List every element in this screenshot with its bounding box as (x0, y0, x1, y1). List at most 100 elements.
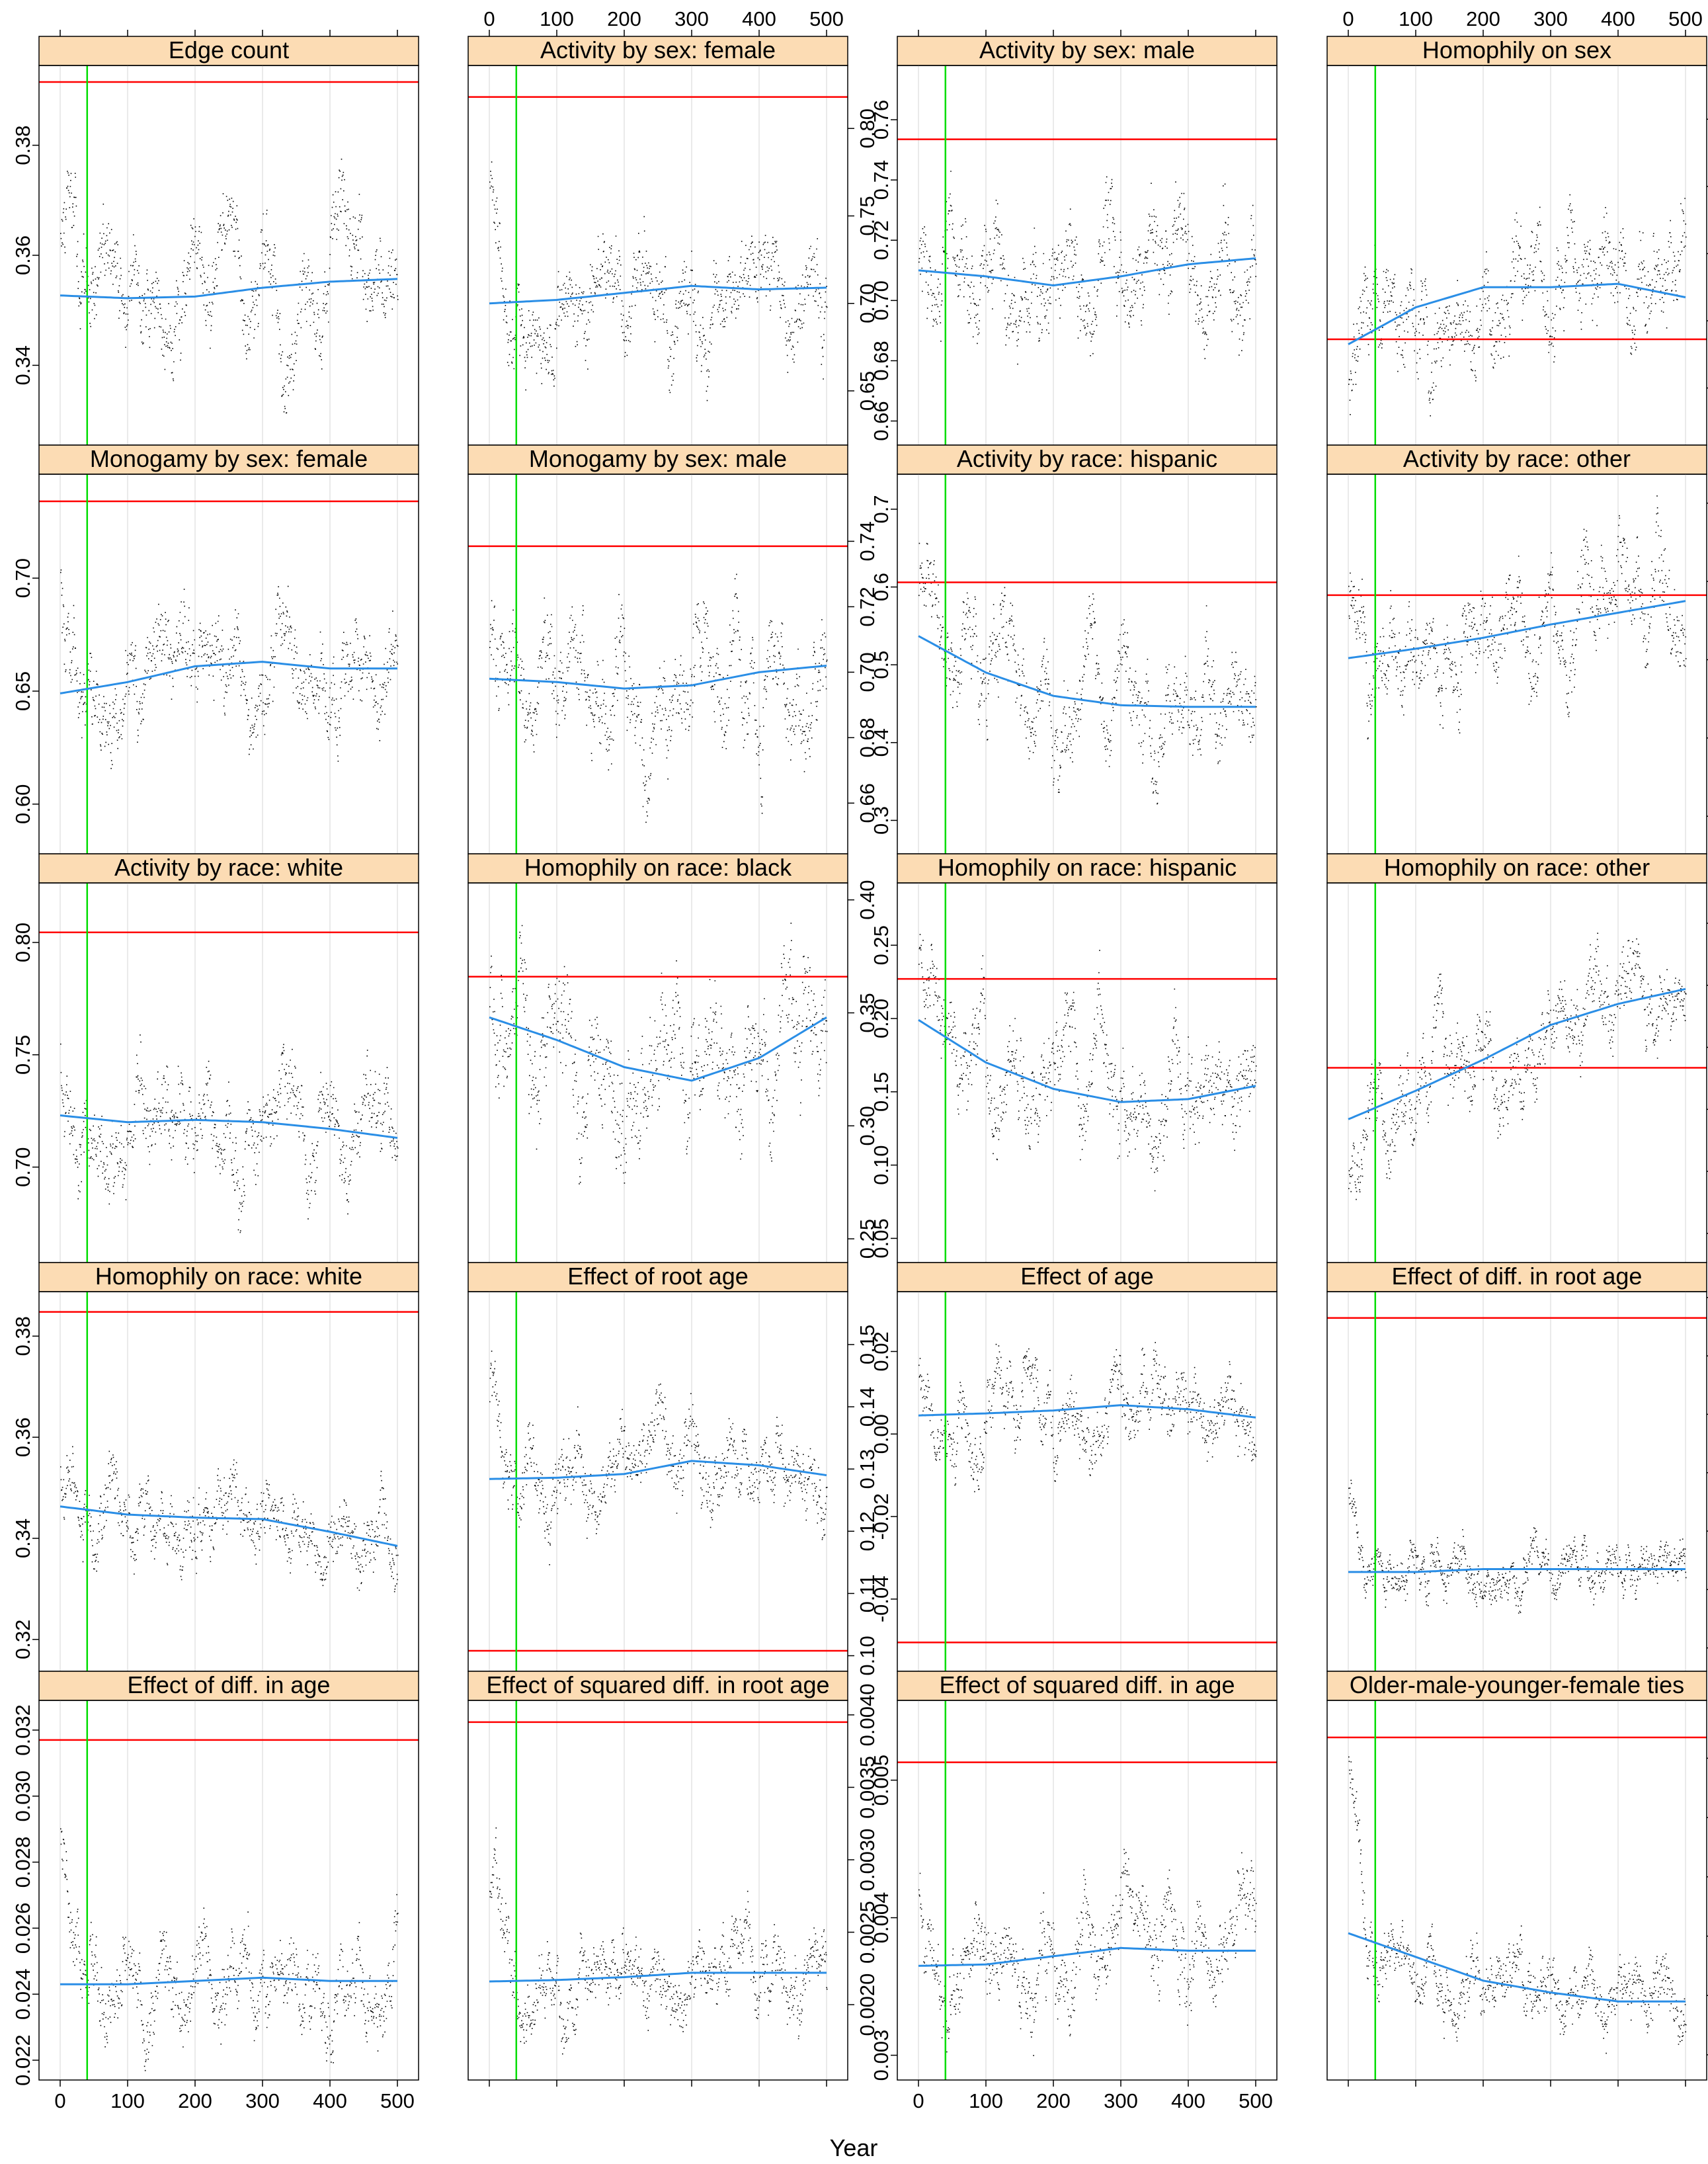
panel-frame (38, 1700, 419, 2081)
panel-8: Activity by race: other0.60.70.80.91.0 (1326, 444, 1708, 854)
y-tick-label: 0.66 (870, 401, 893, 440)
y-tick-label: 0.10 (856, 1636, 879, 1675)
panel-strip (38, 36, 419, 66)
panel-10: Homophily on race: black 0.25 0.30 0.35 0.40 (468, 853, 879, 1263)
panel-13: Homophily on race: white 0.32 0.34 0.36 0.38 (11, 1262, 419, 1672)
panel-frame (38, 882, 419, 1263)
y-tick-label: 0.7 (870, 495, 893, 523)
panel-frame (897, 1700, 1278, 2081)
x-tick-label: 500 (1239, 2089, 1273, 2112)
sample-points (1348, 933, 1687, 1200)
panel-frame (897, 882, 1278, 1263)
trace-points (468, 883, 848, 1263)
panel-strip (897, 36, 1278, 66)
sample-points (489, 161, 828, 401)
y-tick-label: 0.4 (870, 728, 893, 757)
y-tick-label: 0.05 (870, 1218, 893, 1258)
panel-frame (897, 474, 1278, 854)
y-tick-label: 0.36 (11, 235, 34, 275)
trace-points (39, 474, 419, 854)
y-tick-label: 0.66 (856, 783, 879, 823)
smooth-line (918, 635, 1256, 708)
sample-points (918, 171, 1257, 365)
sample-points (60, 158, 399, 414)
y-tick-label: 0.80 (856, 108, 879, 148)
y-tick-label: 0.32 (11, 1620, 34, 1659)
y-tick-label: -0.04 (870, 1575, 893, 1622)
y-tick-label: 0.70 (870, 280, 893, 320)
smooth-line (918, 1946, 1256, 1967)
panel-title: Homophily on race: black (524, 854, 792, 881)
y-tick-label: 0.004 (870, 1892, 893, 1944)
panel-title: Homophily on race: white (95, 1263, 362, 1290)
panel-title: Homophily on sex (1422, 36, 1611, 63)
panel-strip (468, 853, 848, 884)
y-tick-label: -0.02 (870, 1493, 893, 1540)
sample-points (1348, 1479, 1687, 1614)
y-tick-label: 0.35 (856, 993, 879, 1032)
smooth-line (1348, 1568, 1686, 1573)
x-tick-label: 200 (178, 2089, 212, 2112)
y-tick-label: 0.70 (856, 652, 879, 692)
smooth-line (60, 1505, 398, 1547)
panel-title: Monogamy by sex: male (529, 445, 787, 472)
panel-frame (897, 1291, 1278, 1672)
x-tick-label: 100 (110, 2089, 145, 2112)
panel-title: Activity by race: hispanic (957, 445, 1217, 472)
y-tick-label: 0.72 (856, 587, 879, 626)
x-tick-label: 0 (913, 2089, 924, 2112)
sample-points (60, 1446, 399, 1593)
x-axis-title: Year (830, 2134, 878, 2161)
x-tick-label: 0 (54, 2089, 65, 2112)
panel-title: Effect of diff. in age (128, 1671, 331, 1698)
panel-14: Effect of root age 0.10 0.11 0.12 0.13 0.14 0.… (468, 1262, 879, 1676)
panel-1: Edge count 0.34 0.36 0.38 (11, 30, 419, 446)
trace-points (1327, 1700, 1707, 2080)
y-tick-label: 0.70 (11, 558, 34, 598)
panel-frame (1326, 1700, 1707, 2081)
smooth-line (1348, 282, 1686, 345)
x-tick-label: 400 (313, 2089, 347, 2112)
y-tick-label: 0.3 (870, 806, 893, 835)
panel-4: Homophily on sex0.0020.0040.0060.0080.01… (1326, 7, 1708, 446)
trace-points (468, 474, 848, 854)
y-tick-label: 0.02 (870, 1331, 893, 1371)
trace-points (468, 65, 848, 445)
y-tick-label: 0.68 (870, 341, 893, 380)
y-tick-label: 0.65 (856, 371, 879, 411)
y-tick-label: 0.40 (856, 880, 879, 919)
panel-title: Activity by race: other (1403, 445, 1631, 472)
x-tick-label: 100 (540, 7, 574, 30)
panel-strip (468, 1262, 848, 1292)
panel-11: Homophily on race: hispanic 0.05 0.10 0.15 0… (870, 853, 1278, 1263)
y-tick-label: 0.028 (11, 1837, 34, 1888)
trace-points (39, 1700, 419, 2080)
trace-points (468, 1700, 848, 2080)
panel-title: Edge count (169, 36, 289, 63)
y-tick-label: 0.030 (11, 1770, 34, 1822)
y-tick-label: 0.34 (11, 1519, 34, 1558)
trace-points (897, 65, 1277, 445)
panel-19: Effect of squared diff. in age 0.003 0.004… (870, 1671, 1278, 2112)
x-tick-label: 100 (1399, 7, 1433, 30)
y-tick-label: 0.003 (870, 2030, 893, 2081)
panel-strip (1326, 444, 1707, 475)
smooth-line (1348, 1932, 1686, 2003)
x-tick-label: 200 (1466, 7, 1500, 30)
sample-points (1348, 1756, 1687, 2054)
trace-points (39, 65, 419, 445)
panel-frame (1326, 1291, 1707, 1672)
panel-frame (1326, 474, 1707, 854)
trace-points (1327, 474, 1707, 854)
x-tick-label: 300 (1533, 7, 1568, 30)
y-tick-label: 0.70 (11, 1147, 34, 1186)
x-tick-label: 300 (1104, 2089, 1138, 2112)
smooth-line (60, 1114, 398, 1139)
x-tick-label: 200 (607, 7, 641, 30)
y-tick-label: 0.25 (856, 1219, 879, 1259)
y-tick-label: 0.00 (870, 1414, 893, 1454)
trace-points (39, 883, 419, 1263)
y-tick-label: 0.6 (870, 573, 893, 601)
panel-title: Activity by sex: female (540, 36, 776, 63)
y-tick-label: 0.005 (870, 1755, 893, 1806)
